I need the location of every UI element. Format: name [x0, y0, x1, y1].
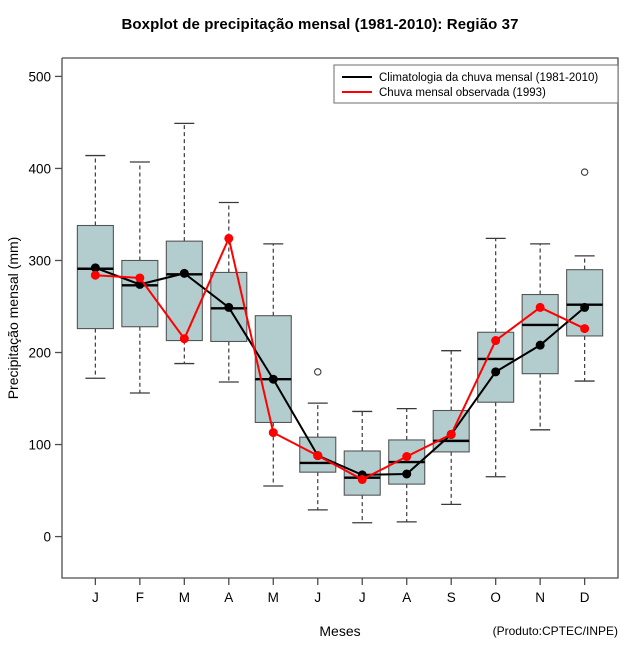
y-axis-tick-label: 100: [28, 438, 51, 453]
y-axis-tick-label: 0: [43, 530, 51, 545]
series-point: [90, 270, 100, 280]
y-axis-tick-label: 400: [28, 161, 51, 176]
boxplot-box: [299, 368, 337, 511]
box-iqr: [165, 240, 203, 342]
series-point: [402, 452, 412, 462]
x-axis-tick-label: J: [92, 590, 99, 605]
page-title: Boxplot de precipitação mensal (1981-201…: [121, 16, 519, 33]
boxplot-box: [521, 243, 559, 431]
x-axis-tick-label: D: [580, 590, 590, 605]
y-axis-tick-label: 300: [28, 253, 51, 268]
legend-label: Climatologia da chuva mensal (1981-2010): [379, 72, 598, 84]
box-iqr: [254, 315, 292, 424]
boxplot-box: [210, 201, 248, 383]
boxplot-box: [566, 168, 604, 382]
x-axis-title: Meses: [319, 623, 360, 639]
series-point: [580, 302, 590, 312]
boxplot-box: [388, 408, 426, 523]
series-point: [491, 336, 501, 346]
x-axis-tick-label: N: [535, 590, 545, 605]
y-axis-tick-label: 200: [28, 346, 51, 361]
x-axis-tick-label: J: [314, 590, 321, 605]
x-axis-tick-label: M: [179, 590, 190, 605]
series-point: [224, 302, 234, 312]
box-outlier-point: [580, 168, 589, 176]
boxplot-box: [432, 350, 470, 506]
x-axis-tick-label: O: [490, 590, 501, 605]
boxplot-box: [477, 237, 515, 478]
series-point: [535, 340, 545, 350]
series-point: [313, 451, 323, 461]
series-point: [580, 324, 590, 334]
series-line: [95, 266, 586, 476]
series-point: [179, 334, 189, 344]
credit-note: (Produto:CPTEC/INPE): [493, 624, 618, 638]
legend-box: [333, 64, 619, 104]
x-axis-tick-label: F: [136, 590, 144, 605]
box-outlier-point: [314, 368, 322, 376]
x-axis-tick-label: A: [224, 590, 233, 605]
series-point: [535, 302, 545, 312]
y-axis-title: Precipitação mensal (mm): [5, 237, 21, 400]
series-point: [402, 469, 412, 479]
plot-frame: [61, 57, 619, 579]
series-point: [135, 273, 145, 283]
y-axis-tick-label: 500: [28, 69, 51, 84]
series-point: [446, 429, 456, 439]
series-point: [90, 263, 100, 273]
boxplot-box: [343, 410, 381, 524]
series-point: [491, 367, 501, 377]
boxplot-box: [165, 122, 203, 365]
series-line: [95, 235, 586, 481]
series-point: [224, 233, 234, 243]
series-observed: [90, 233, 590, 485]
series-point: [179, 268, 189, 278]
series-point: [268, 374, 278, 384]
x-axis-tick-label: M: [268, 590, 279, 605]
x-axis-tick-label: A: [402, 590, 411, 605]
boxplot-box: [254, 243, 292, 487]
x-axis-tick-label: J: [359, 590, 366, 605]
chart-legend: Climatologia da chuva mensal (1981-2010)…: [333, 64, 619, 104]
legend-label: Chuva mensal observada (1993): [379, 87, 546, 99]
x-axis-tick-label: S: [447, 590, 456, 605]
series-point: [357, 475, 367, 485]
series-point: [268, 428, 278, 438]
